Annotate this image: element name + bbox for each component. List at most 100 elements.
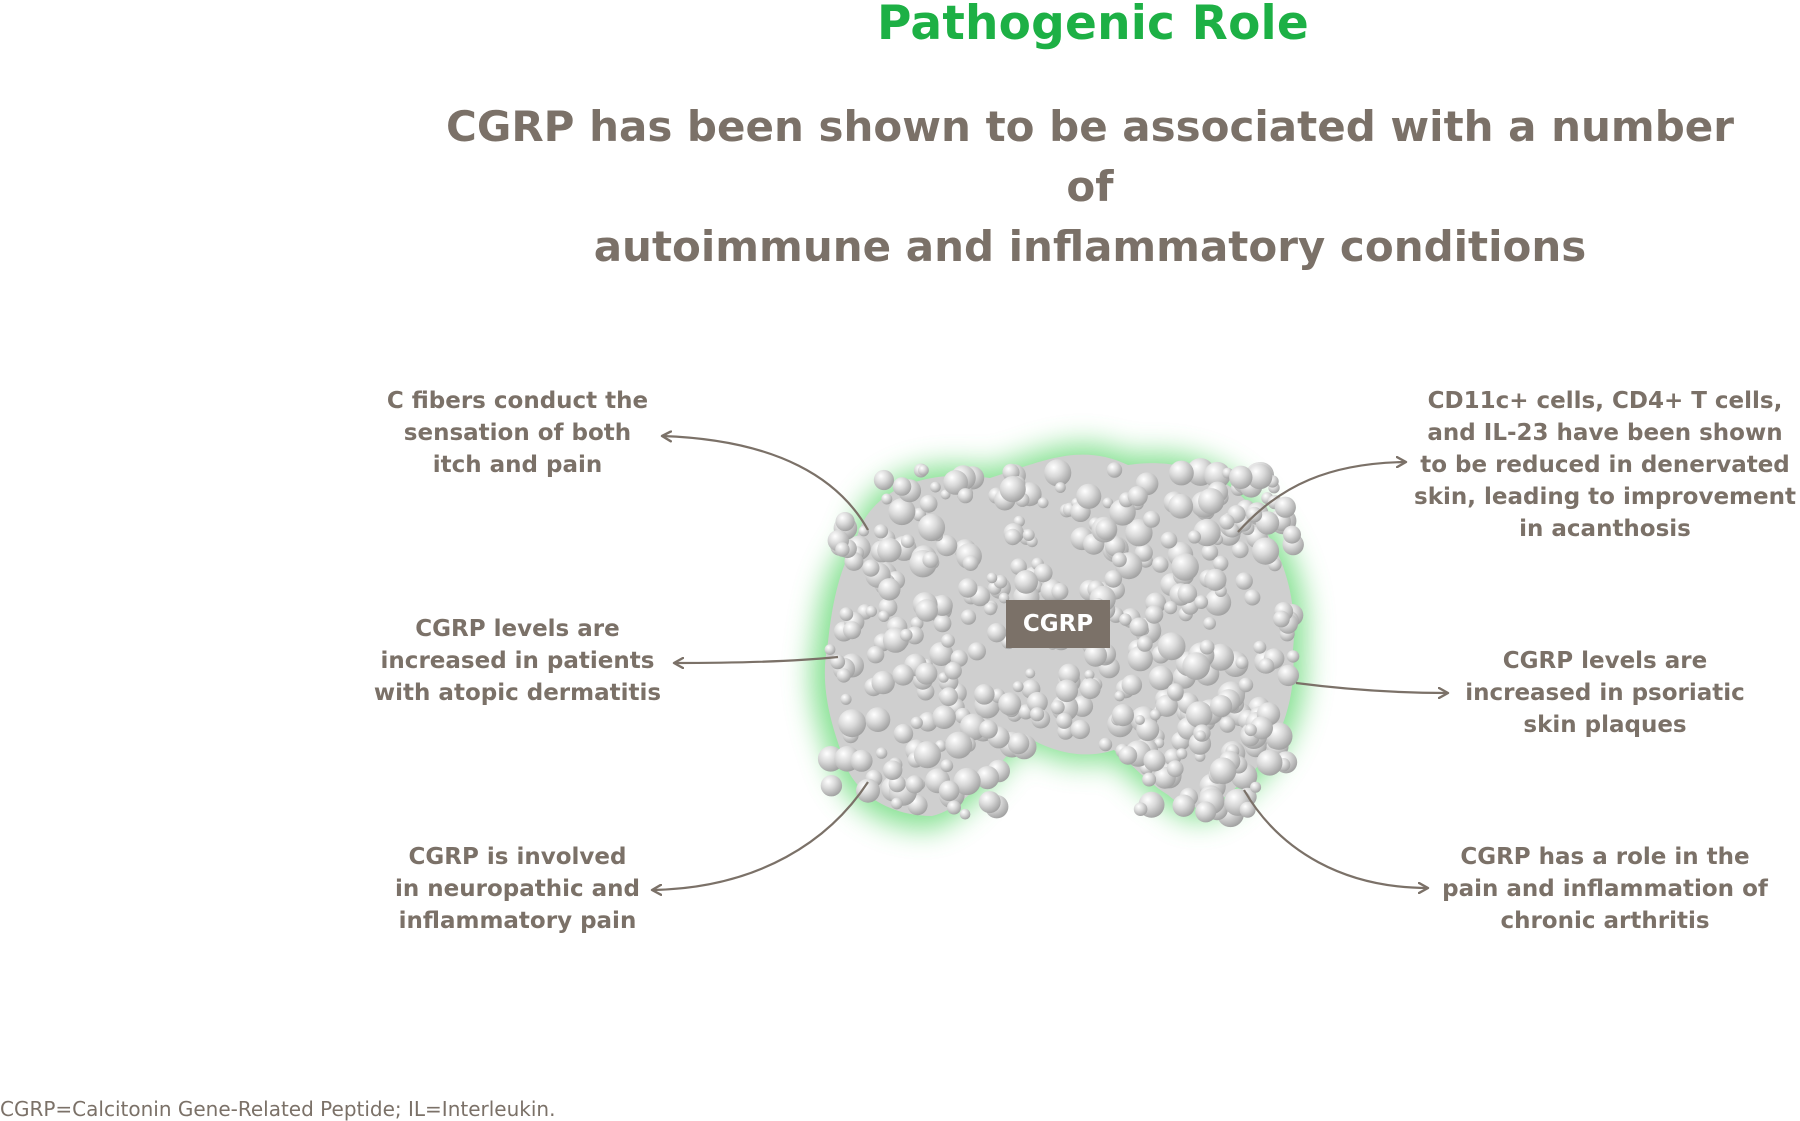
protein-bead xyxy=(878,578,901,601)
protein-bead xyxy=(929,642,954,666)
callout-line: chronic arthritis xyxy=(1500,908,1710,934)
protein-bead xyxy=(1076,483,1102,509)
protein-bead xyxy=(1164,601,1178,615)
protein-bead xyxy=(1026,691,1048,713)
callout-line: with atopic dermatitis xyxy=(373,680,662,706)
protein-bead xyxy=(918,464,929,476)
callout-c-fibers: C fibers conduct the sensation of both itc… xyxy=(355,385,680,481)
protein-bead xyxy=(1142,772,1157,787)
protein-bead xyxy=(1133,802,1148,816)
protein-bead xyxy=(1079,678,1101,700)
protein-bead xyxy=(1134,715,1145,725)
protein-bead xyxy=(888,498,916,526)
protein-bead xyxy=(979,719,998,739)
protein-bead xyxy=(1274,496,1296,518)
protein-bead xyxy=(873,524,889,539)
protein-bead xyxy=(930,481,941,493)
connector-right-top xyxy=(1237,462,1406,533)
protein-bead xyxy=(843,621,862,640)
protein-bead xyxy=(1256,749,1283,776)
protein-bead xyxy=(871,670,895,695)
protein-bead xyxy=(953,767,981,796)
protein-bead xyxy=(1219,514,1235,530)
protein-bead xyxy=(1160,531,1178,549)
protein-bead xyxy=(836,668,851,683)
protein-bead xyxy=(838,709,867,738)
protein-bead xyxy=(1251,537,1280,565)
protein-bead xyxy=(840,693,852,705)
protein-bead xyxy=(960,609,977,625)
protein-bead xyxy=(947,800,961,815)
callout-line: in neuropathic and xyxy=(395,876,640,902)
protein-bead xyxy=(1112,552,1127,568)
protein-bead xyxy=(900,534,915,548)
cgrp-center-label: CGRP xyxy=(1006,600,1110,648)
connector-left-bottom xyxy=(652,781,869,890)
protein-bead xyxy=(1070,719,1091,740)
protein-bead xyxy=(892,477,912,496)
protein-bead xyxy=(1195,801,1217,823)
protein-bead xyxy=(945,731,973,759)
protein-bead xyxy=(1219,716,1236,733)
protein-bead xyxy=(1185,701,1213,728)
protein-bead xyxy=(1058,663,1080,686)
protein-bead xyxy=(1201,543,1219,561)
protein-bead xyxy=(1105,536,1126,557)
protein-bead xyxy=(987,623,1007,643)
protein-bead xyxy=(999,476,1026,503)
protein-bead xyxy=(1238,677,1254,693)
protein-bead xyxy=(866,646,885,664)
protein-bead xyxy=(962,555,979,571)
protein-bead xyxy=(1253,640,1267,654)
protein-bead xyxy=(1136,636,1153,652)
protein-bead xyxy=(1204,461,1231,489)
protein-bead xyxy=(1148,665,1174,691)
callout-line: in acanthosis xyxy=(1519,516,1691,542)
protein-bead xyxy=(1157,632,1186,661)
protein-bead xyxy=(893,723,914,744)
callout-chronic-arthritis: CGRP has a role in the pain and inflammat… xyxy=(1432,841,1778,937)
protein-bead xyxy=(1247,463,1273,490)
protein-bead xyxy=(1114,690,1125,702)
protein-bead xyxy=(835,542,850,557)
protein-bead xyxy=(1210,695,1233,718)
protein-bead xyxy=(1171,553,1199,581)
protein-bead xyxy=(1235,656,1249,669)
protein-bead xyxy=(959,808,971,820)
protein-bead xyxy=(1098,737,1113,752)
callout-atopic-dermatitis: CGRP levels are increased in patients with… xyxy=(355,613,680,709)
protein-bead xyxy=(905,775,924,794)
protein-bead xyxy=(882,760,903,780)
connector-right-middle xyxy=(1295,681,1448,693)
protein-bead xyxy=(835,511,855,532)
protein-bead xyxy=(1030,707,1045,722)
callout-line: increased in psoriatic xyxy=(1465,680,1745,706)
protein-bead xyxy=(913,741,942,769)
callout-line: inflammatory pain xyxy=(398,908,637,934)
callout-line: CGRP has a role in the xyxy=(1460,844,1750,870)
protein-bead xyxy=(865,605,877,618)
protein-bead xyxy=(998,692,1022,716)
protein-bead xyxy=(1004,528,1021,546)
protein-bead xyxy=(943,470,968,495)
callout-line: CGRP levels are xyxy=(1502,648,1708,674)
protein-bead xyxy=(1244,589,1261,606)
footnote: CGRP=Calcitonin Gene-Related Peptide; IL… xyxy=(0,1097,556,1121)
protein-bead xyxy=(1149,709,1161,721)
protein-bead xyxy=(1084,643,1107,667)
protein-bead xyxy=(881,493,893,505)
protein-bead xyxy=(1176,748,1188,760)
callout-neuropathic-pain: CGRP is involved in neuropathic and inflam… xyxy=(355,841,680,937)
protein-bead xyxy=(1034,563,1053,583)
protein-bead xyxy=(1195,730,1206,741)
protein-bead xyxy=(1007,732,1030,755)
protein-bead xyxy=(915,662,938,685)
protein-bead xyxy=(1167,683,1184,701)
protein-bead xyxy=(824,644,836,655)
protein-bead xyxy=(1127,645,1153,672)
protein-bead xyxy=(978,791,1001,814)
callout-line: to be reduced in denervated xyxy=(1420,452,1790,478)
page-subtitle: CGRP has been shown to be associated wit… xyxy=(440,97,1740,277)
protein-bead xyxy=(1119,613,1132,626)
